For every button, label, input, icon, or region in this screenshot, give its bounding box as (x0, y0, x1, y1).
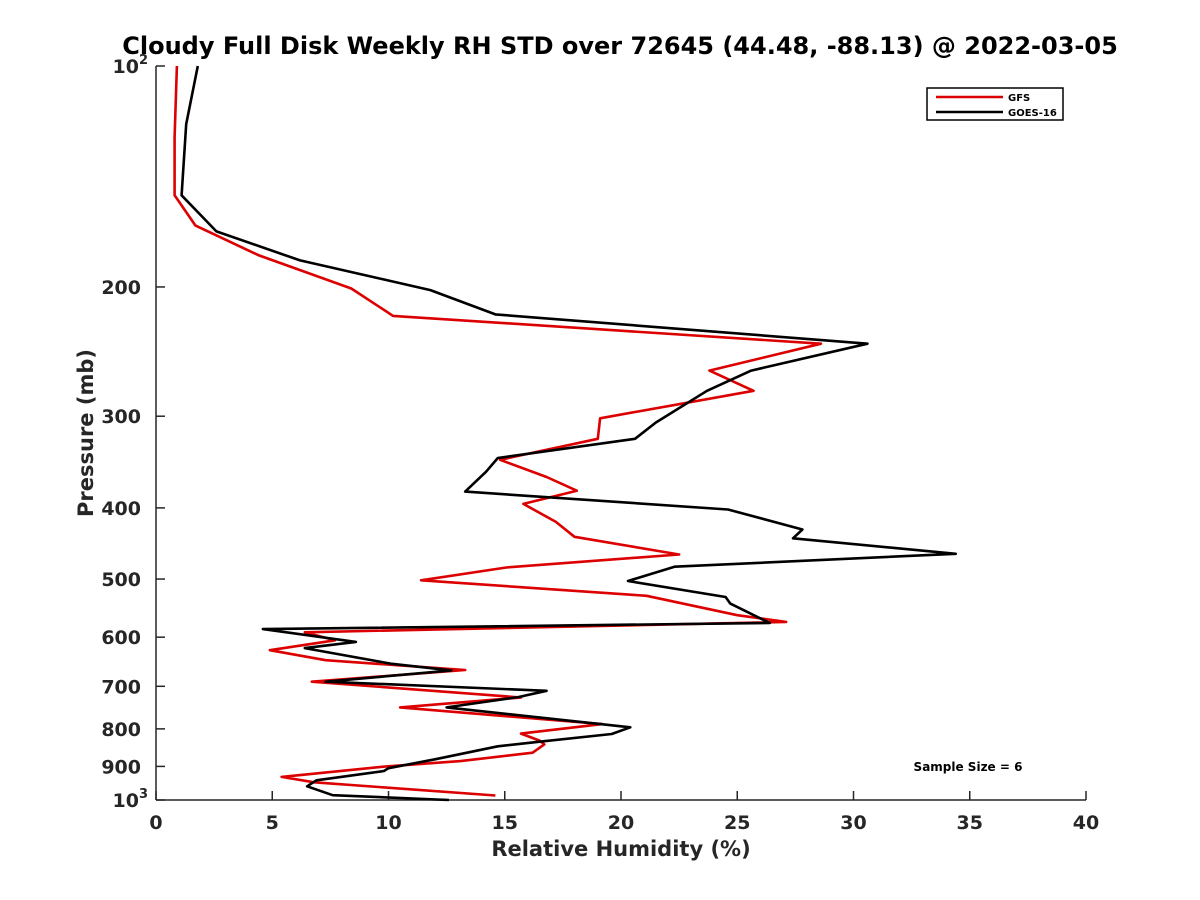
y-axis-label: Pressure (mb) (74, 349, 98, 517)
x-tick-label: 5 (266, 812, 279, 834)
series-line-goes-16 (180, 65, 958, 802)
y-tick-label: 800 (101, 719, 141, 741)
y-tick-label: 102 (113, 53, 149, 78)
x-tick-label: 25 (724, 812, 750, 834)
legend: GFS GOES-16 (926, 87, 1064, 121)
x-tick-label: 40 (1073, 812, 1099, 834)
y-tick-label-base: 10 (113, 790, 139, 812)
legend-box (926, 87, 1064, 121)
x-tick-label: 30 (840, 812, 866, 834)
y-tick-label: 300 (101, 406, 141, 428)
y-tick-label: 103 (113, 787, 149, 812)
y-tick-label: 700 (101, 676, 141, 698)
legend-label-goes-16: GOES-16 (1008, 108, 1057, 119)
legend-label-gfs: GFS (1008, 93, 1030, 104)
chart-title: Cloudy Full Disk Weekly RH STD over 7264… (122, 32, 1118, 60)
y-tick-label: 600 (101, 627, 141, 649)
y-tick-label: 500 (101, 569, 141, 591)
x-tick-label: 20 (608, 812, 634, 834)
x-tick-label: 10 (375, 812, 401, 834)
y-tick-label: 400 (101, 498, 141, 520)
x-tick-label: 15 (492, 812, 518, 834)
x-tick-label: 35 (957, 812, 983, 834)
y-tick-label-exponent: 3 (139, 787, 148, 802)
x-tick-label: 0 (149, 812, 162, 834)
y-tick-label-base: 10 (113, 56, 139, 78)
x-ticks: 0 5 10 15 20 25 30 35 40 (149, 791, 1099, 834)
y-tick-label-exponent: 2 (139, 53, 148, 68)
sample-size-annotation: Sample Size = 6 (914, 760, 1023, 774)
y-tick-label: 900 (101, 756, 141, 778)
series-layer (173, 65, 958, 802)
x-axis-label: Relative Humidity (%) (491, 837, 750, 861)
y-tick-label: 200 (101, 277, 141, 299)
